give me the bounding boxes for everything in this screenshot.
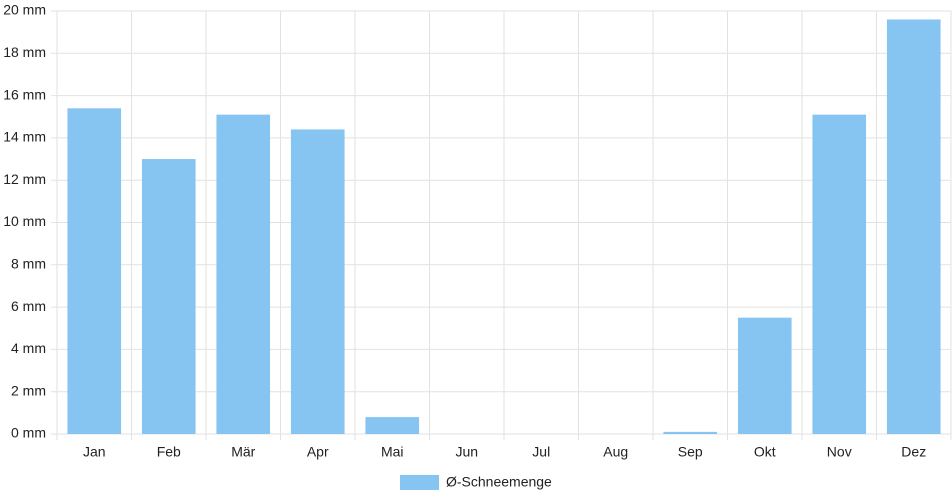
y-tick-label: 10 mm bbox=[3, 213, 46, 229]
bar bbox=[737, 317, 792, 434]
y-tick-label: 6 mm bbox=[11, 298, 46, 314]
y-tick-label: 4 mm bbox=[11, 340, 46, 356]
bar bbox=[67, 108, 122, 434]
legend-swatch bbox=[400, 475, 439, 490]
y-tick-label: 16 mm bbox=[3, 86, 46, 102]
x-tick-label: Mär bbox=[231, 444, 255, 460]
x-tick-label: Nov bbox=[827, 444, 852, 460]
y-tick-label: 12 mm bbox=[3, 171, 46, 187]
y-tick-label: 0 mm bbox=[11, 425, 46, 441]
bar bbox=[141, 159, 196, 435]
x-tick-label: Okt bbox=[754, 444, 776, 460]
x-tick-label: Mai bbox=[381, 444, 404, 460]
x-tick-label: Jul bbox=[532, 444, 550, 460]
bar bbox=[216, 114, 271, 434]
x-tick-label: Apr bbox=[307, 444, 329, 460]
bar bbox=[663, 431, 718, 434]
x-tick-label: Feb bbox=[157, 444, 181, 460]
y-tick-label: 14 mm bbox=[3, 129, 46, 145]
x-tick-label: Dez bbox=[901, 444, 926, 460]
bar bbox=[365, 417, 420, 434]
bar bbox=[290, 129, 345, 434]
y-tick-label: 18 mm bbox=[3, 44, 46, 60]
x-tick-label: Jun bbox=[455, 444, 478, 460]
x-tick-label: Jan bbox=[83, 444, 106, 460]
legend-label: Ø-Schneemenge bbox=[446, 474, 552, 490]
bar bbox=[812, 114, 867, 434]
x-tick-label: Sep bbox=[678, 444, 703, 460]
y-tick-label: 2 mm bbox=[11, 382, 46, 398]
y-tick-label: 8 mm bbox=[11, 256, 46, 272]
y-tick-label: 20 mm bbox=[3, 2, 46, 18]
x-tick-label: Aug bbox=[603, 444, 628, 460]
bar bbox=[886, 19, 941, 435]
